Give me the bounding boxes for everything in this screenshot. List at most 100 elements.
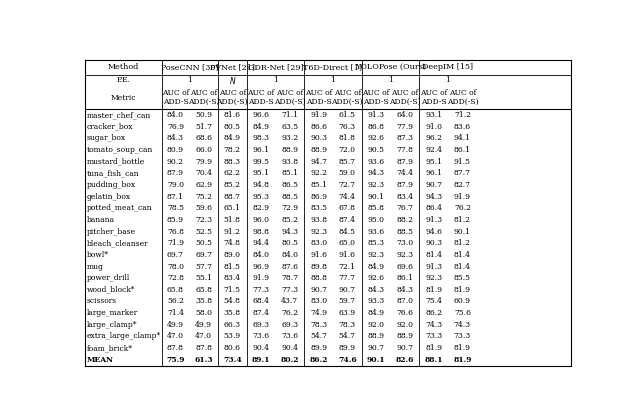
- Text: 1: 1: [388, 76, 393, 84]
- Text: 89.1: 89.1: [252, 356, 270, 364]
- Text: 87.3: 87.3: [396, 134, 413, 142]
- Text: 92.6: 92.6: [367, 274, 385, 282]
- Text: 68.4: 68.4: [253, 298, 269, 306]
- Text: 93.6: 93.6: [367, 158, 385, 166]
- Text: 76.6: 76.6: [396, 309, 413, 317]
- Text: DeepIM [15]: DeepIM [15]: [422, 63, 474, 71]
- Text: MEAN: MEAN: [87, 356, 114, 364]
- Text: 78.7: 78.7: [282, 274, 298, 282]
- Text: 59.7: 59.7: [339, 298, 356, 306]
- Text: 74.4: 74.4: [339, 193, 356, 201]
- Text: 94.6: 94.6: [425, 227, 442, 236]
- Text: 77.3: 77.3: [281, 286, 298, 294]
- Text: 94.3: 94.3: [425, 193, 442, 201]
- Text: 93.6: 93.6: [367, 227, 385, 236]
- Text: 58.0: 58.0: [195, 309, 212, 317]
- Text: 86.5: 86.5: [282, 181, 298, 189]
- Text: 92.3: 92.3: [367, 181, 385, 189]
- Text: 86.1: 86.1: [396, 274, 413, 282]
- Text: 69.7: 69.7: [167, 251, 184, 259]
- Text: 96.1: 96.1: [253, 146, 269, 154]
- Text: 54.8: 54.8: [224, 298, 241, 306]
- Text: 73.0: 73.0: [396, 239, 413, 247]
- Text: 94.3: 94.3: [281, 227, 298, 236]
- Text: 77.3: 77.3: [252, 286, 269, 294]
- Text: 86.2: 86.2: [309, 356, 328, 364]
- Text: 87.9: 87.9: [167, 169, 184, 177]
- Text: 71.1: 71.1: [282, 111, 298, 119]
- Text: foam_brick*: foam_brick*: [87, 344, 133, 352]
- Text: AUC of
ADD(-S): AUC of ADD(-S): [274, 89, 306, 106]
- Text: 94.4: 94.4: [253, 239, 269, 247]
- Text: bleach_cleanser: bleach_cleanser: [87, 239, 148, 247]
- Text: 81.9: 81.9: [454, 344, 471, 352]
- Text: 85.1: 85.1: [282, 169, 298, 177]
- Text: 86.1: 86.1: [454, 146, 471, 154]
- Text: 84.9: 84.9: [367, 263, 385, 270]
- Text: 77.9: 77.9: [396, 122, 413, 131]
- Text: 63.9: 63.9: [339, 309, 356, 317]
- Text: 88.7: 88.7: [224, 193, 241, 201]
- Text: 92.4: 92.4: [425, 146, 442, 154]
- Text: wood_block*: wood_block*: [87, 286, 136, 294]
- Text: 83.6: 83.6: [454, 122, 471, 131]
- Text: 84.3: 84.3: [367, 286, 385, 294]
- Text: 65.8: 65.8: [195, 286, 212, 294]
- Text: power_drill: power_drill: [87, 274, 130, 282]
- Text: 71.4: 71.4: [167, 309, 184, 317]
- Text: 96.6: 96.6: [253, 111, 269, 119]
- Text: Metric: Metric: [111, 94, 136, 102]
- Text: potted_meat_can: potted_meat_can: [87, 204, 152, 212]
- Text: 75.2: 75.2: [195, 193, 212, 201]
- Text: 52.5: 52.5: [195, 227, 212, 236]
- Text: AUC of
ADD-S: AUC of ADD-S: [362, 89, 390, 106]
- Text: 85.8: 85.8: [367, 204, 385, 212]
- Text: 80.5: 80.5: [224, 122, 241, 131]
- Text: 69.6: 69.6: [396, 263, 413, 270]
- Text: 84.9: 84.9: [224, 134, 241, 142]
- Text: cracker_box: cracker_box: [87, 122, 134, 131]
- Text: 90.2: 90.2: [167, 158, 184, 166]
- Text: large_marker: large_marker: [87, 309, 138, 317]
- Text: 93.2: 93.2: [281, 134, 298, 142]
- Text: 82.9: 82.9: [253, 204, 269, 212]
- Text: 91.9: 91.9: [253, 274, 269, 282]
- Text: 74.3: 74.3: [425, 321, 442, 329]
- Text: 83.0: 83.0: [310, 239, 327, 247]
- Text: 93.1: 93.1: [425, 111, 442, 119]
- Text: 90.7: 90.7: [425, 181, 442, 189]
- Text: AUC of
ADD(-S): AUC of ADD(-S): [332, 89, 363, 106]
- Text: pudding_box: pudding_box: [87, 181, 136, 189]
- Text: 81.2: 81.2: [454, 239, 471, 247]
- Text: large_clamp*: large_clamp*: [87, 321, 138, 329]
- Text: P.E.: P.E.: [116, 76, 131, 84]
- Text: 72.7: 72.7: [339, 181, 356, 189]
- Text: 76.2: 76.2: [454, 204, 471, 212]
- Text: Method: Method: [108, 63, 139, 71]
- Text: 96.0: 96.0: [253, 216, 269, 224]
- Text: 47.0: 47.0: [195, 332, 212, 340]
- Text: pitcher_base: pitcher_base: [87, 227, 136, 236]
- Text: 85.2: 85.2: [224, 181, 241, 189]
- Text: 72.9: 72.9: [282, 204, 298, 212]
- Text: 93.8: 93.8: [281, 158, 298, 166]
- Text: 84.3: 84.3: [167, 134, 184, 142]
- Text: 88.5: 88.5: [282, 193, 298, 201]
- Text: AUC of
ADD-S: AUC of ADD-S: [162, 89, 189, 106]
- Text: 92.3: 92.3: [367, 251, 385, 259]
- Text: 83.0: 83.0: [310, 298, 327, 306]
- Text: $N$: $N$: [228, 75, 236, 86]
- Text: 43.7: 43.7: [281, 298, 298, 306]
- Text: T6D-Direct [1]: T6D-Direct [1]: [303, 63, 362, 71]
- Text: 76.7: 76.7: [396, 204, 413, 212]
- Text: 85.3: 85.3: [367, 239, 385, 247]
- Text: 35.8: 35.8: [195, 298, 212, 306]
- Text: master_chef_can: master_chef_can: [87, 111, 151, 119]
- Text: 90.3: 90.3: [310, 134, 327, 142]
- Text: 91.3: 91.3: [425, 216, 442, 224]
- Text: 88.8: 88.8: [310, 274, 327, 282]
- Text: 92.3: 92.3: [425, 274, 442, 282]
- Text: 82.7: 82.7: [454, 181, 471, 189]
- Text: 94.1: 94.1: [454, 134, 471, 142]
- Text: AUC of
ADD(-S): AUC of ADD(-S): [188, 89, 220, 106]
